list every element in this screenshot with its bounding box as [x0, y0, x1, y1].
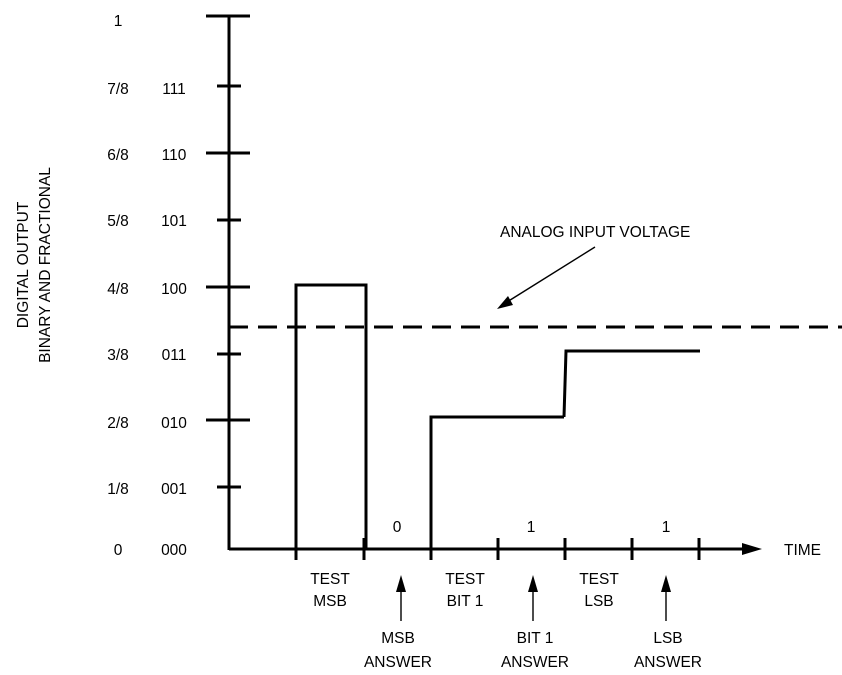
answer-arrows [396, 575, 671, 621]
y-fraction-label: 3/8 [107, 347, 129, 364]
test-labels: TEST MSB TEST BIT 1 TEST LSB [310, 571, 619, 610]
test-lsb-line1: TEST [579, 571, 619, 588]
y-fraction-label: 5/8 [107, 213, 129, 230]
y-binary-labels: 000 001 010 011 100 101 110 111 [161, 81, 187, 559]
msb-answer-line1: MSB [381, 630, 415, 647]
bit1-answer-arrowhead [528, 575, 538, 592]
bit1-answer-line2: ANSWER [501, 654, 569, 671]
lsb-answer-line1: LSB [653, 630, 682, 647]
y-axis-title-line1: DIGITAL OUTPUT [15, 201, 32, 328]
test-msb-line2: MSB [313, 593, 347, 610]
y-fraction-label: 4/8 [107, 281, 129, 298]
bit-result-bit1: 1 [527, 519, 536, 536]
bit-result-lsb: 1 [662, 519, 671, 536]
test-msb-line1: TEST [310, 571, 350, 588]
test-bit1-step [429, 415, 564, 549]
y-axis-title-line2: BINARY AND FRACTIONAL [37, 167, 54, 363]
y-binary-label: 011 [162, 347, 187, 364]
y-fraction-label: 1/8 [107, 481, 129, 498]
test-msb-pulse [294, 283, 368, 549]
y-fraction-label: 1 [114, 13, 123, 30]
test-lsb-line2: LSB [584, 593, 613, 610]
test-bit1-line2: BIT 1 [447, 593, 484, 610]
lsb-answer-arrowhead [661, 575, 671, 592]
test-bit1-line1: TEST [445, 571, 485, 588]
threshold-pointer-arrowhead [497, 296, 513, 309]
bit1-answer-line1: BIT 1 [517, 630, 554, 647]
y-binary-label: 000 [161, 542, 187, 559]
answer-labels: MSB ANSWER BIT 1 ANSWER LSB ANSWER [364, 630, 702, 671]
y-fraction-label: 7/8 [107, 81, 129, 98]
bit-results: 0 1 1 [393, 519, 671, 536]
y-binary-label: 100 [161, 281, 187, 298]
msb-answer-line2: ANSWER [364, 654, 432, 671]
y-axis-title: DIGITAL OUTPUT BINARY AND FRACTIONAL [15, 167, 54, 363]
y-fraction-label: 0 [114, 542, 123, 559]
x-axis-label: TIME [784, 542, 821, 559]
x-axis-arrowhead [742, 543, 762, 555]
threshold-pointer-line [506, 246, 596, 303]
y-binary-label: 001 [161, 481, 187, 498]
y-fraction-label: 2/8 [107, 415, 129, 432]
lsb-answer-line2: ANSWER [634, 654, 702, 671]
bit-result-msb: 0 [393, 519, 402, 536]
threshold-label: ANALOG INPUT VOLTAGE [500, 224, 690, 241]
y-axis-ticks [206, 14, 250, 489]
test-lsb-step [562, 349, 700, 418]
y-binary-label: 111 [162, 81, 186, 98]
y-fraction-label: 6/8 [107, 147, 129, 164]
msb-answer-arrowhead [396, 575, 406, 592]
y-binary-label: 010 [161, 415, 187, 432]
y-binary-label: 110 [162, 147, 187, 164]
y-fraction-labels: 0 1/8 2/8 3/8 4/8 5/8 6/8 7/8 1 [107, 13, 129, 559]
y-binary-label: 101 [161, 213, 187, 230]
